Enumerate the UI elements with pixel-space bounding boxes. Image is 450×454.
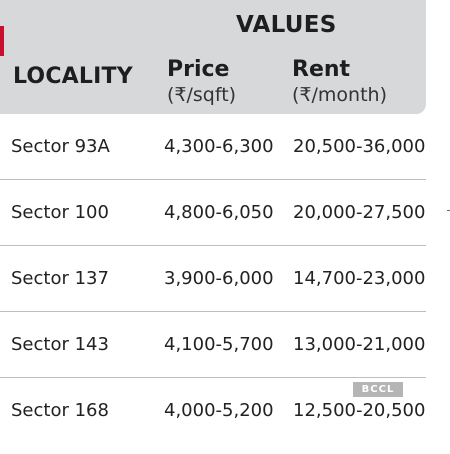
- rent-cell: 13,000-21,000: [293, 334, 426, 355]
- rent-cell: 12,500-20,500: [293, 400, 426, 421]
- locality-cell: Sector 137: [11, 268, 109, 289]
- locality-cell: Sector 93A: [11, 136, 110, 157]
- rent-cell: 20,500-36,000: [293, 136, 426, 157]
- price-cell: 4,800-6,050: [164, 202, 274, 223]
- rent-cell: 14,700-23,000: [293, 268, 426, 289]
- price-column-header: Price (₹/sqft): [167, 57, 236, 107]
- table-row: Sector 93A 4,300-6,300 20,500-36,000: [0, 114, 426, 180]
- rent-header-label: Rent: [292, 57, 351, 82]
- rent-column-header: Rent (₹/month): [292, 57, 387, 107]
- locality-cell: Sector 143: [11, 334, 109, 355]
- locality-cell: Sector 100: [11, 202, 109, 223]
- price-cell: 4,100-5,700: [164, 334, 274, 355]
- locality-column-header: LOCALITY: [13, 64, 133, 89]
- price-header-unit: (₹/sqft): [167, 84, 237, 106]
- price-cell: 4,000-5,200: [164, 400, 274, 421]
- values-group-header: VALUES: [236, 12, 337, 38]
- table-row: Sector 100 4,800-6,050 20,000-27,500: [0, 180, 426, 246]
- edge-tick-mark: [447, 210, 450, 211]
- price-header-label: Price: [167, 57, 230, 82]
- price-cell: 4,300-6,300: [164, 136, 274, 157]
- locality-cell: Sector 168: [11, 400, 109, 421]
- red-accent-mark: [0, 26, 4, 56]
- table-row: Sector 143 4,100-5,700 13,000-21,000: [0, 312, 426, 378]
- rent-cell: 20,000-27,500: [293, 202, 426, 223]
- price-cell: 3,900-6,000: [164, 268, 274, 289]
- table-header: VALUES LOCALITY Price (₹/sqft) Rent (₹/m…: [0, 0, 426, 114]
- table-row: Sector 137 3,900-6,000 14,700-23,000: [0, 246, 426, 312]
- table-body: Sector 93A 4,300-6,300 20,500-36,000 Sec…: [0, 114, 426, 444]
- table-row: Sector 168 4,000-5,200 12,500-20,500: [0, 378, 426, 444]
- bccl-watermark: BCCL: [353, 382, 403, 397]
- rent-header-unit: (₹/month): [292, 84, 387, 106]
